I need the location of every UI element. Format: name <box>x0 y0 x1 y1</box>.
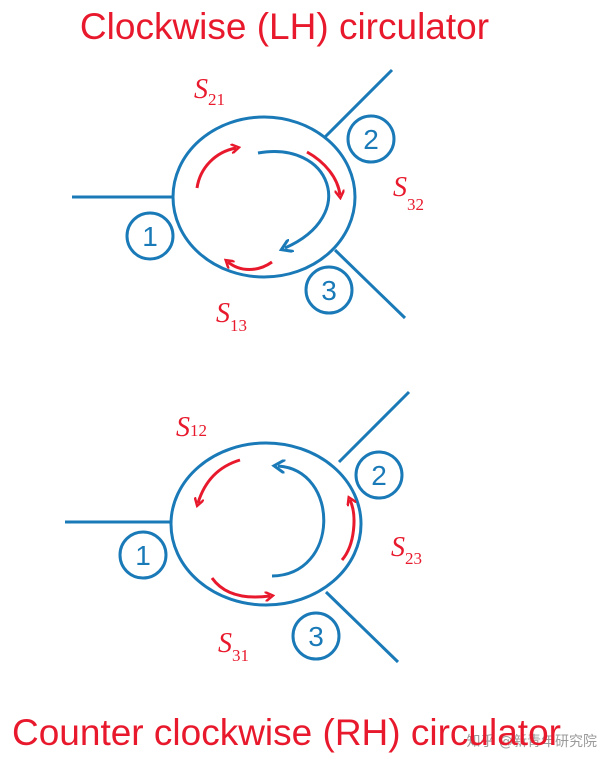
top-label-s13: S13 <box>216 298 247 335</box>
bottom-red-arrow-s23 <box>340 500 354 561</box>
top-label-s32: S32 <box>393 172 424 214</box>
counterclockwise-circulator: 1 2 3 S12 S23 S31 <box>65 390 422 665</box>
bottom-port3-circle <box>291 611 341 661</box>
bottom-red-arrow-s12 <box>198 458 241 503</box>
top-label-s21: S21 <box>194 74 225 109</box>
top-red-arrow-s32 <box>306 150 340 195</box>
bottom-label-s12: S12 <box>176 412 207 443</box>
top-red-arrow-s13 <box>228 262 273 271</box>
top-red-arrow-s21 <box>195 148 236 189</box>
top-port3-line <box>333 248 407 320</box>
watermark: 知乎 @新青年研究院 <box>467 733 597 750</box>
top-blue-arrow <box>257 150 330 248</box>
bottom-port2-number: 2 <box>371 460 387 491</box>
bottom-port1-number: 1 <box>135 540 151 571</box>
bottom-ring <box>169 441 363 607</box>
top-port2-number: 2 <box>363 124 379 155</box>
bottom-port3-number: 3 <box>308 621 324 652</box>
title-clockwise: Clockwise (LH) circulator <box>79 6 490 47</box>
top-port1-number: 1 <box>142 221 158 252</box>
title-counterclockwise: Counter clockwise (RH) circulator <box>12 712 561 753</box>
bottom-blue-arrow <box>272 466 326 578</box>
bottom-port1-circle <box>118 530 168 580</box>
bottom-label-s23: S23 <box>391 532 422 568</box>
top-port1-circle <box>125 211 175 261</box>
bottom-port2-circle <box>354 450 404 500</box>
bottom-red-arrow-s31 <box>210 577 270 597</box>
top-port3-circle <box>304 265 354 315</box>
top-port2-line <box>323 68 394 139</box>
top-port2-circle <box>346 114 396 164</box>
top-port3-number: 3 <box>321 275 337 306</box>
bottom-label-s31: S31 <box>218 628 249 665</box>
clockwise-circulator: 1 2 3 S21 S32 S13 <box>72 68 424 335</box>
bottom-port2-line <box>337 390 411 464</box>
bottom-port3-line <box>324 590 400 664</box>
